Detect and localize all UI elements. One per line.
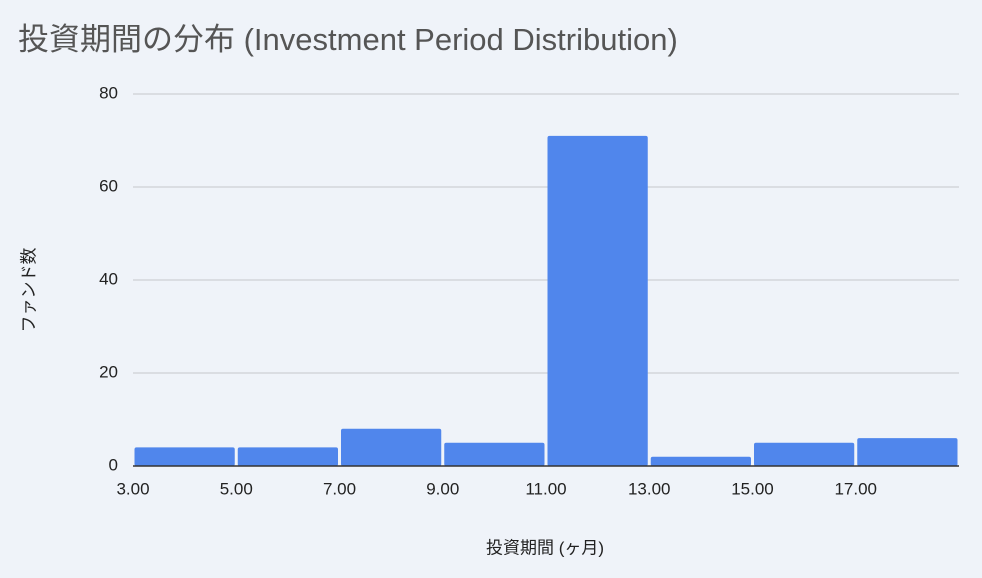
y-tick-label: 20 <box>99 362 118 381</box>
y-axis-label: ファンド数 <box>19 248 38 333</box>
x-tick-label: 9.00 <box>426 479 459 498</box>
bar <box>754 442 855 466</box>
chart-title: 投資期間の分布 (Investment Period Distribution) <box>18 22 678 57</box>
y-tick-label: 0 <box>109 455 118 474</box>
x-tick-label: 17.00 <box>834 479 877 498</box>
x-tick-label: 13.00 <box>628 479 671 498</box>
x-axis-label: 投資期間 (ヶ月) <box>486 538 604 557</box>
x-tick-label: 15.00 <box>731 479 774 498</box>
bar <box>547 135 648 466</box>
y-tick-label: 40 <box>99 269 118 288</box>
bar <box>134 447 235 466</box>
y-tick-label: 80 <box>99 83 118 102</box>
bar <box>650 456 751 466</box>
bar <box>857 438 958 466</box>
bar <box>237 447 338 466</box>
bar <box>444 442 545 466</box>
bar <box>341 428 442 466</box>
y-tick-label: 60 <box>99 176 118 195</box>
x-tick-label: 3.00 <box>116 479 149 498</box>
x-tick-label: 7.00 <box>323 479 356 498</box>
x-tick-label: 11.00 <box>525 479 566 498</box>
x-tick-label: 5.00 <box>220 479 253 498</box>
